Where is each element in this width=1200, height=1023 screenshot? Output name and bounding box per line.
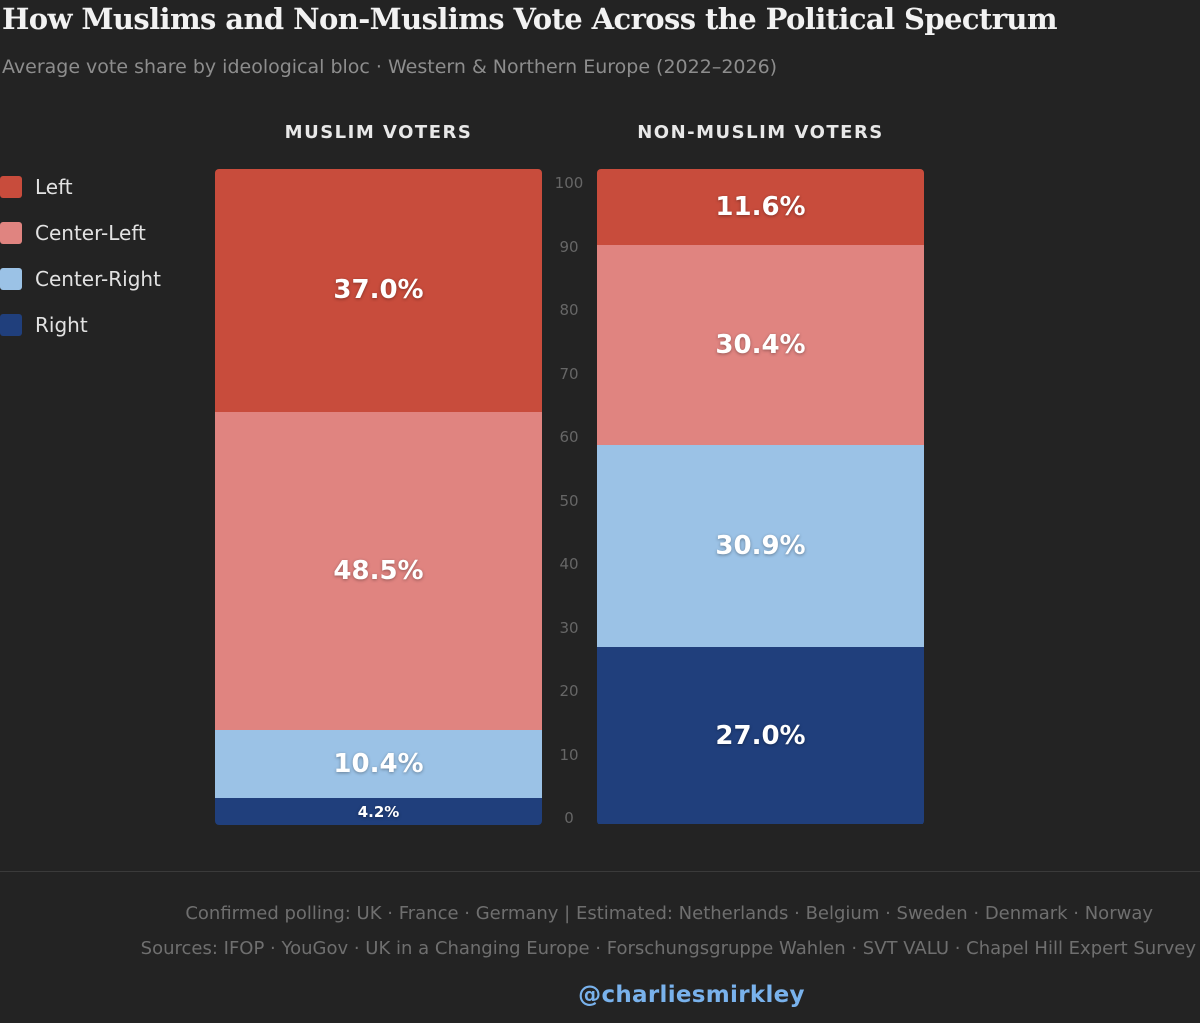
legend-item-left: Left — [0, 172, 73, 202]
column-title-non-muslim: NON-MUSLIM VOTERS — [637, 122, 884, 143]
legend-label-center-right: Center-Right — [35, 267, 161, 291]
data-label-center-right-0: 10.4% — [333, 748, 424, 779]
legend-label-right: Right — [35, 313, 88, 337]
bar-segment-right-0: 4.2% — [215, 798, 542, 825]
legend-swatch-left — [0, 176, 22, 198]
chart-title: How Muslims and Non-Muslims Vote Across … — [2, 2, 1058, 36]
data-label-center-left-0: 48.5% — [333, 555, 424, 586]
y-tick-label: 20 — [559, 682, 579, 700]
y-tick-label: 10 — [559, 745, 579, 764]
legend-swatch-center-left — [0, 222, 22, 244]
legend-item-center-right: Center-Right — [0, 264, 161, 294]
chart-subtitle: Average vote share by ideological bloc ·… — [2, 56, 778, 78]
y-tick-label: 100 — [554, 174, 584, 192]
legend-label-left: Left — [35, 175, 73, 199]
legend-swatch-center-right — [0, 268, 22, 290]
y-tick-label: 50 — [559, 491, 579, 510]
bar-segment-left-0: 37.0% — [215, 169, 542, 412]
y-tick-label: 30 — [559, 618, 579, 637]
data-label-right-1: 27.0% — [715, 720, 806, 751]
sources-note: Sources: IFOP · YouGov · UK in a Changin… — [140, 938, 1196, 959]
bar-segment-right-1: 27.0% — [597, 647, 924, 825]
footer-divider — [0, 871, 1200, 872]
legend-label-center-left: Center-Left — [35, 221, 146, 245]
bar-segment-center-right-1: 30.9% — [597, 444, 924, 648]
legend-item-center-left: Center-Left — [0, 218, 146, 248]
bar-non-muslim-voters: 11.6% 30.4% 30.9% 27.0% — [597, 169, 924, 825]
author-handle: @charliesmirkley — [578, 982, 805, 1008]
bar-segment-center-left-0: 48.5% — [215, 411, 542, 730]
data-label-center-right-1: 30.9% — [715, 530, 806, 561]
y-tick-label: 70 — [559, 364, 579, 383]
y-tick-label: 40 — [559, 555, 579, 573]
y-tick-label: 60 — [559, 428, 579, 446]
y-tick-label: 0 — [564, 809, 574, 827]
legend-swatch-right — [0, 314, 22, 336]
polling-note: Confirmed polling: UK · France · Germany… — [185, 903, 1153, 924]
data-label-right-0: 4.2% — [357, 802, 400, 821]
data-label-left-0: 37.0% — [333, 275, 424, 306]
bar-segment-center-left-1: 30.4% — [597, 245, 924, 445]
bar-segment-center-right-0: 10.4% — [215, 729, 542, 799]
y-tick-label: 90 — [559, 237, 579, 256]
y-tick-label: 80 — [559, 301, 579, 319]
legend-item-right: Right — [0, 310, 88, 340]
column-title-muslim: MUSLIM VOTERS — [284, 122, 473, 143]
data-label-left-1: 11.6% — [715, 192, 806, 223]
bar-segment-left-1: 11.6% — [597, 169, 924, 246]
data-label-center-left-1: 30.4% — [715, 329, 806, 360]
bar-muslim-voters: 37.0% 48.5% 10.4% 4.2% — [215, 169, 542, 825]
